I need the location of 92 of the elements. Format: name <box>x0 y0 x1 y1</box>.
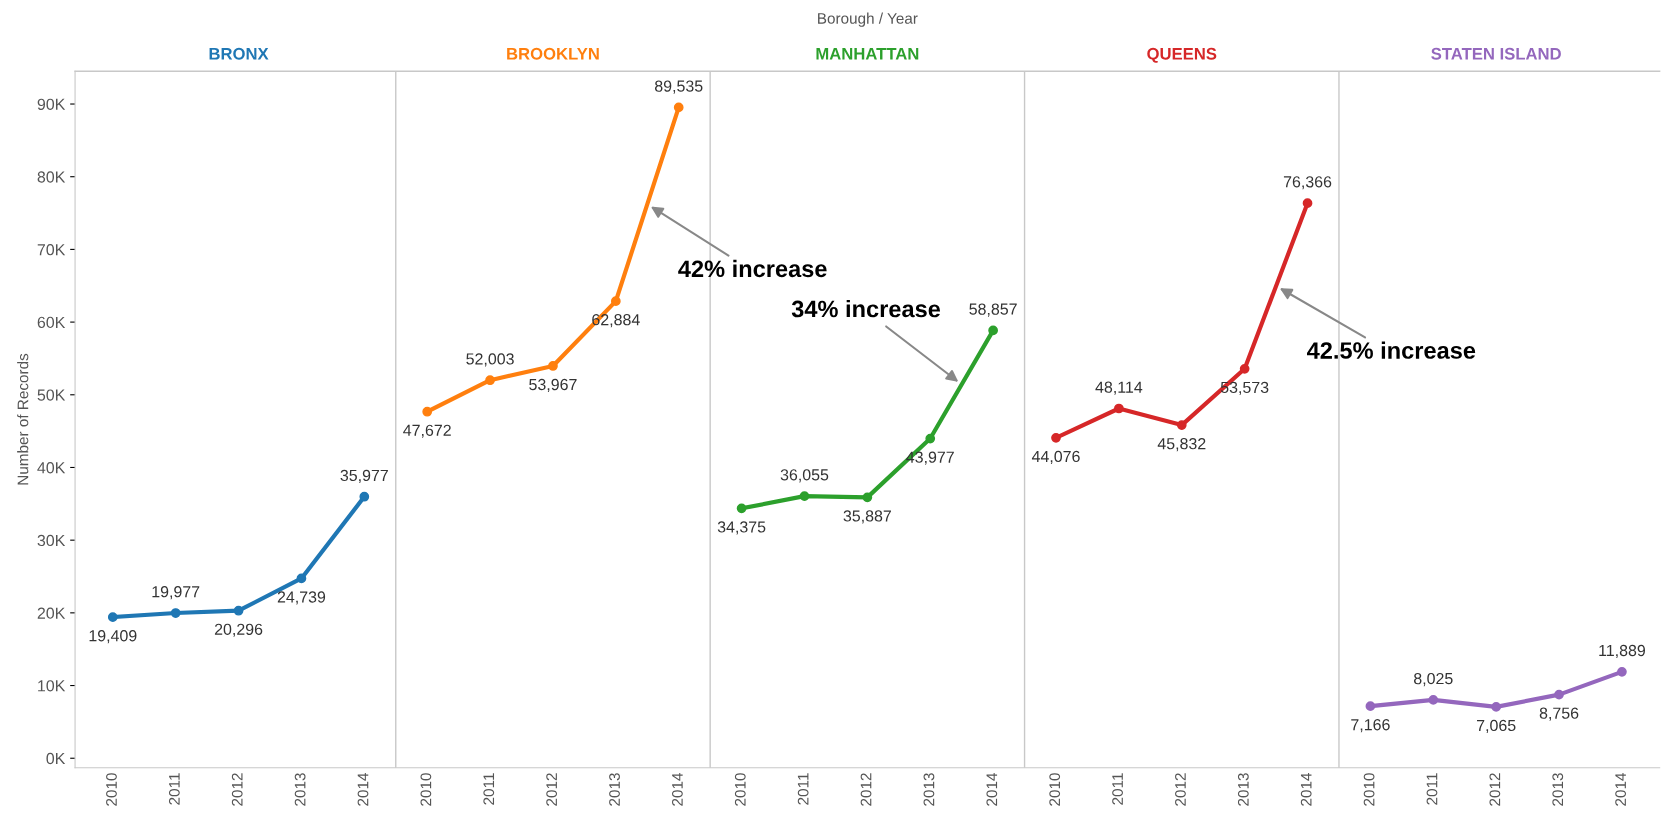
x-tick-label: 2010 <box>106 773 117 806</box>
x-tick-label: 2011 <box>483 773 495 805</box>
point <box>1617 666 1627 677</box>
text: QUEENS <box>1147 47 1217 63</box>
x-tick-label: 2010 <box>1363 773 1375 806</box>
y-tick-label: 70K <box>37 244 66 256</box>
point <box>988 325 998 336</box>
x-tick-label: 2012 <box>546 773 558 806</box>
y-tick-label: 20K <box>37 607 66 619</box>
x-tick-label: 2012 <box>231 773 243 806</box>
point <box>233 605 244 616</box>
text: STATEN ISLAND <box>1431 47 1561 60</box>
y-tick-label: 50K <box>37 389 66 401</box>
point <box>1554 689 1564 700</box>
y-axis-title: Number of Records <box>17 353 29 485</box>
y-tick-label: 40K <box>37 462 66 474</box>
point <box>610 296 621 306</box>
x-tick-label: 2010 <box>420 773 432 806</box>
data-label: 19,977 <box>152 586 200 600</box>
y-tick-label: 80K <box>37 171 66 183</box>
data-label: 47,672 <box>403 424 451 438</box>
x-tick-label: 2014 <box>357 772 369 806</box>
data-label: 36,055 <box>780 469 829 483</box>
data-label: 44,076 <box>1031 450 1080 464</box>
x-tick-label: 2011 <box>1426 773 1438 805</box>
point <box>799 491 810 502</box>
point <box>1428 695 1439 705</box>
x-tick-label: 2014 <box>1300 772 1312 806</box>
x-tick-label: 2011 <box>1112 773 1123 805</box>
x-tick-label: 2010 <box>734 773 746 806</box>
point <box>359 491 370 502</box>
y-tick-label: 0K <box>46 752 66 765</box>
point <box>107 612 118 623</box>
y-tick-label: 90K <box>37 98 66 110</box>
annotation: 42% increase <box>678 259 827 278</box>
point <box>1302 198 1313 208</box>
x-tick-label: 2013 <box>1237 773 1249 806</box>
point <box>862 492 873 503</box>
point <box>485 375 495 386</box>
point <box>1491 702 1502 712</box>
x-tick-label: 2011 <box>797 773 809 805</box>
point <box>673 102 684 113</box>
data-label: 8,756 <box>1539 707 1579 721</box>
point <box>925 433 936 444</box>
y-tick-label: 60K <box>37 316 66 329</box>
data-label: 53,967 <box>529 378 577 393</box>
data-label: 11,889 <box>1599 644 1646 659</box>
text: BRONX <box>209 47 269 60</box>
text: Borough / Year <box>818 12 918 27</box>
data-label: 35,887 <box>843 510 891 524</box>
point <box>170 608 181 618</box>
data-label: 20,296 <box>214 623 263 637</box>
x-tick-label: 2013 <box>923 773 935 806</box>
data-label: 52,003 <box>466 353 514 367</box>
x-tick-label: 2014 <box>672 772 683 806</box>
point <box>422 406 433 417</box>
data-label: 7,166 <box>1351 719 1390 733</box>
data-label: 48,114 <box>1095 381 1143 395</box>
x-tick-label: 2012 <box>1489 773 1501 806</box>
x-tick-label: 2012 <box>860 773 872 806</box>
point <box>1239 363 1250 374</box>
data-label: 76,366 <box>1283 176 1332 190</box>
x-tick-label: 2014 <box>986 772 998 806</box>
point <box>736 503 747 514</box>
annotation: 42.5% increase <box>1307 341 1476 359</box>
data-label: 89,535 <box>654 80 703 94</box>
point <box>548 361 558 371</box>
x-tick-label: 2013 <box>609 773 620 806</box>
data-label: 7,065 <box>1477 719 1516 733</box>
point <box>1051 432 1061 443</box>
x-tick-label: 2013 <box>1552 773 1564 806</box>
x-tick-label: 2010 <box>1049 773 1061 806</box>
data-label: 35,977 <box>340 469 388 483</box>
data-label: 45,832 <box>1157 438 1206 452</box>
point <box>1176 420 1187 430</box>
y-tick-label: 10K <box>38 680 66 692</box>
x-tick-label: 2011 <box>168 773 180 805</box>
data-label: 58,857 <box>969 303 1017 317</box>
point <box>1114 403 1124 414</box>
x-tick-label: 2014 <box>1615 772 1627 806</box>
data-label: 34,375 <box>717 521 766 535</box>
data-label: 19,409 <box>89 630 137 644</box>
text: MANHATTAN <box>816 48 919 60</box>
x-tick-label: 2012 <box>1175 773 1186 806</box>
data-label: 24,739 <box>277 591 326 605</box>
data-label: 8,025 <box>1414 672 1453 687</box>
annotation: 34% increase <box>791 299 941 318</box>
y-tick-label: 30K <box>37 534 66 547</box>
point <box>296 573 307 584</box>
point <box>1365 701 1376 712</box>
text: BROOKLYN <box>507 47 599 60</box>
x-tick-label: 2013 <box>294 773 306 806</box>
